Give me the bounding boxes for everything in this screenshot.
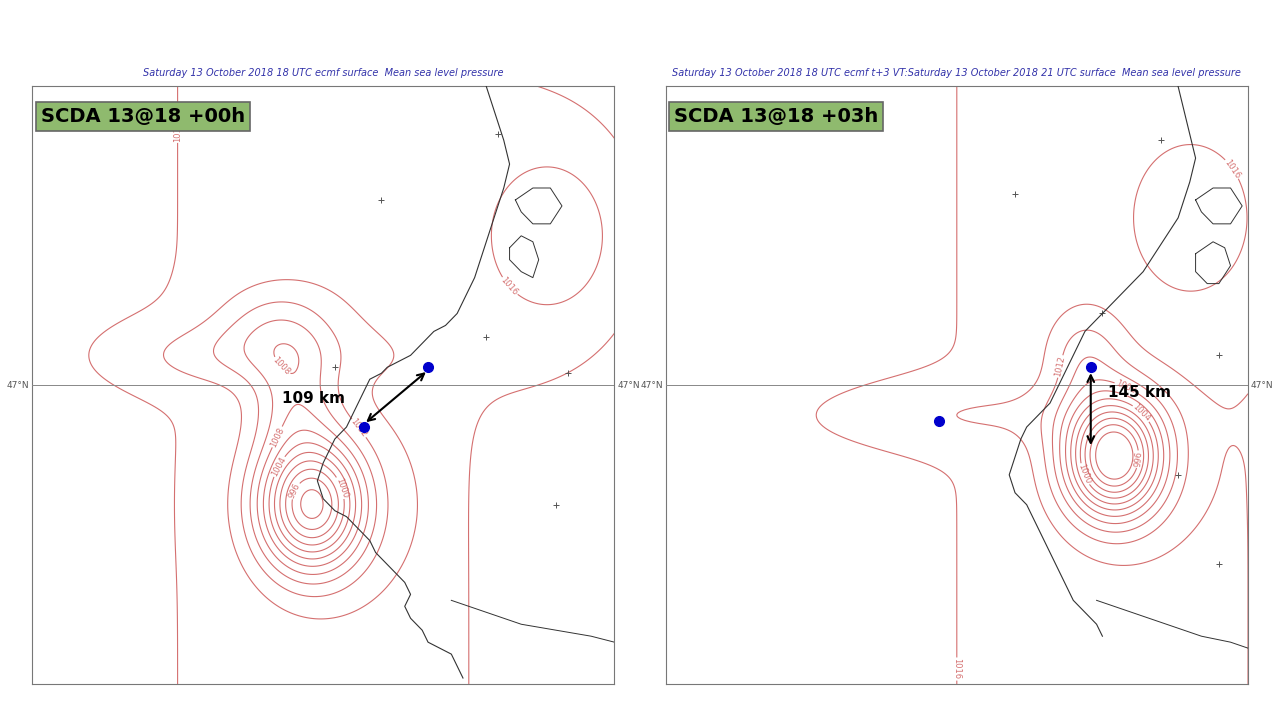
Text: 1016: 1016 — [952, 659, 961, 680]
Text: 996: 996 — [1133, 451, 1143, 468]
Text: SCDA 13@18 +03h: SCDA 13@18 +03h — [675, 107, 878, 126]
Text: SCDA 13@18 +00h: SCDA 13@18 +00h — [41, 107, 244, 126]
Text: 1016: 1016 — [173, 121, 182, 142]
Text: 1016: 1016 — [499, 276, 520, 297]
Text: 1016: 1016 — [1222, 158, 1243, 180]
Text: 1012: 1012 — [349, 417, 369, 439]
Text: Saturday 13 October 2018 18 UTC ecmf t+3 VT:Saturday 13 October 2018 21 UTC surf: Saturday 13 October 2018 18 UTC ecmf t+3… — [672, 68, 1242, 78]
Text: 47°N: 47°N — [617, 381, 640, 390]
Text: 1000: 1000 — [334, 477, 349, 499]
Text: 109 km: 109 km — [283, 391, 346, 406]
Text: 1004: 1004 — [1132, 402, 1152, 423]
Text: 1004: 1004 — [270, 455, 288, 478]
Text: 1012: 1012 — [1053, 355, 1068, 378]
Text: 1008: 1008 — [1114, 379, 1137, 395]
Text: 1008: 1008 — [271, 356, 292, 377]
Text: 1000: 1000 — [1076, 463, 1092, 486]
Text: 47°N: 47°N — [6, 381, 29, 390]
Text: Saturday 13 October 2018 18 UTC ecmf surface  Mean sea level pressure: Saturday 13 October 2018 18 UTC ecmf sur… — [143, 68, 503, 78]
Text: 1008: 1008 — [269, 426, 285, 449]
Text: 47°N: 47°N — [640, 381, 663, 390]
Text: 47°N: 47°N — [1251, 381, 1274, 390]
Text: 145 km: 145 km — [1108, 385, 1171, 400]
Text: 996: 996 — [288, 482, 302, 500]
